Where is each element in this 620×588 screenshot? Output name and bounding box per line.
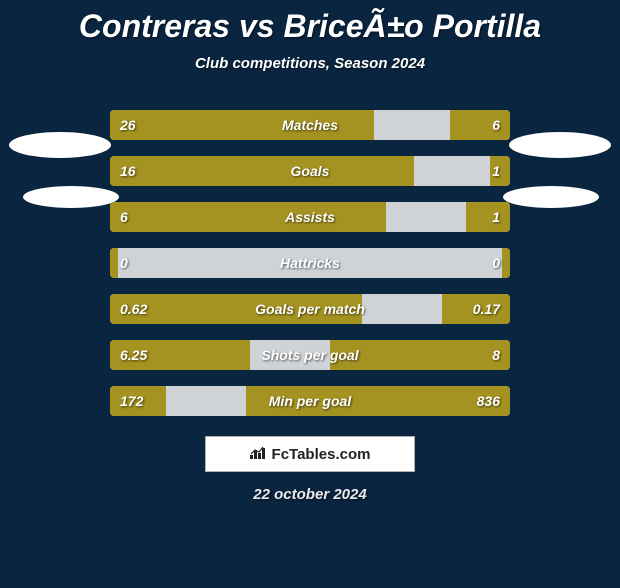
- page-subtitle: Club competitions, Season 2024: [0, 55, 620, 72]
- stat-bar-right: [442, 294, 510, 324]
- stat-bar-left: [110, 248, 118, 278]
- stat-value-right: 0: [492, 248, 500, 278]
- stat-bar-right: [450, 110, 510, 140]
- footer-brand-box: FcTables.com: [205, 436, 415, 472]
- stats-bars: 266Matches 161Goals 61Assists 0 0Hattricks 0.…: [110, 110, 510, 416]
- stat-value-left: 0: [120, 248, 128, 278]
- stat-row: 6.258Shots per goal: [110, 340, 510, 370]
- stat-row: 161Goals: [110, 156, 510, 186]
- stat-label: Hattricks: [110, 248, 510, 278]
- bar-chart-icon: [250, 445, 268, 464]
- stat-bar-left: [110, 156, 414, 186]
- stat-row: 0 0Hattricks: [110, 248, 510, 278]
- stat-bar-right: [246, 386, 510, 416]
- player-left-ellipse-1: [9, 132, 111, 158]
- footer-date: 22 october 2024: [0, 486, 620, 503]
- player-left-ellipse-2: [23, 186, 119, 208]
- stat-row: 0.620.17Goals per match: [110, 294, 510, 324]
- player-right-ellipse-1: [509, 132, 611, 158]
- stat-bar-right: [330, 340, 510, 370]
- stat-bar-left: [110, 202, 386, 232]
- stat-row: 266Matches: [110, 110, 510, 140]
- stat-bar-left: [110, 110, 374, 140]
- stat-row: 61Assists: [110, 202, 510, 232]
- page-title: Contreras vs BriceÃ±o Portilla: [0, 8, 620, 45]
- stat-bar-right: [490, 156, 510, 186]
- stat-bar-right: [466, 202, 510, 232]
- stat-bar-left: [110, 340, 250, 370]
- stat-bar-left: [110, 294, 362, 324]
- stat-row: 172836Min per goal: [110, 386, 510, 416]
- footer-brand-text: FcTables.com: [272, 446, 371, 463]
- stat-bar-left: [110, 386, 166, 416]
- player-right-ellipse-2: [503, 186, 599, 208]
- stat-bar-right: [502, 248, 510, 278]
